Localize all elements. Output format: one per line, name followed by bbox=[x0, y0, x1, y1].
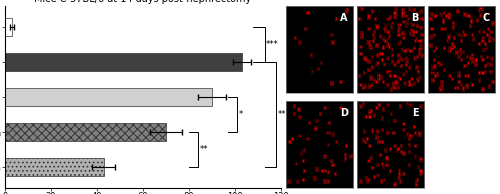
Text: A: A bbox=[340, 13, 348, 23]
Text: ***: *** bbox=[278, 110, 290, 119]
Text: *: * bbox=[238, 110, 242, 119]
Bar bbox=[5, 88, 212, 106]
Title: Mice C-57BL/6 at 14 days post-nephrectomy: Mice C-57BL/6 at 14 days post-nephrectom… bbox=[34, 0, 252, 4]
Bar bbox=[5, 123, 166, 141]
Text: **: ** bbox=[200, 145, 208, 154]
Text: C: C bbox=[482, 13, 490, 23]
Bar bbox=[5, 158, 104, 176]
Bar bbox=[5, 18, 12, 36]
Text: E: E bbox=[412, 107, 419, 118]
Text: B: B bbox=[412, 13, 419, 23]
Text: D: D bbox=[340, 107, 348, 118]
Text: ***: *** bbox=[266, 40, 279, 49]
Bar bbox=[5, 53, 242, 71]
